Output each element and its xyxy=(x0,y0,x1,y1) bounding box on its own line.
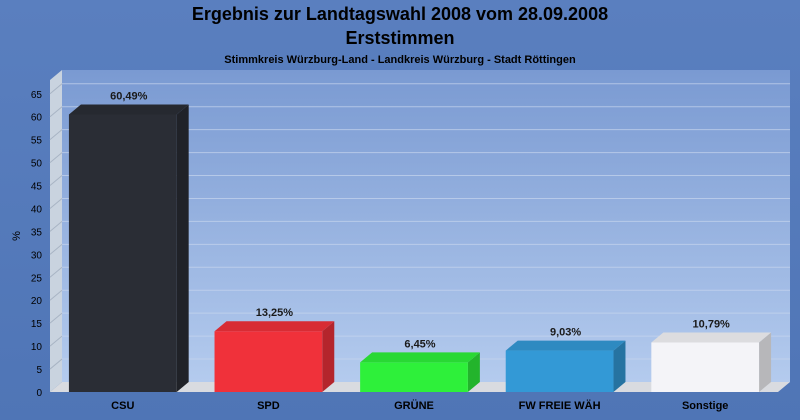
grid-line-depth xyxy=(49,335,63,347)
chart-caption: Stimmkreis Würzburg-Land - Landkreis Wür… xyxy=(224,54,576,66)
y-tick-label: 45 xyxy=(31,182,43,193)
chart-title: Ergebnis zur Landtagswahl 2008 vom 28.09… xyxy=(191,4,609,24)
chart-subtitle: Erststimmen xyxy=(345,28,455,48)
bar-top xyxy=(214,321,335,332)
grid-line-depth xyxy=(49,198,63,209)
grid-line-depth xyxy=(49,175,63,186)
bar-top xyxy=(68,104,189,115)
bar-front xyxy=(651,342,760,392)
bar-side xyxy=(613,340,626,392)
bar-gr-ne: 6,45% xyxy=(360,338,480,392)
y-tick-label: 25 xyxy=(31,273,43,284)
x-axis: CSU SPD GRÜNE FW FREIE WÄH Sonstige xyxy=(111,399,728,412)
grid-line-depth xyxy=(49,83,63,95)
bars: 60,49% 13,25% 6,45% 9,03% 10,79% xyxy=(68,90,772,393)
x-tick-label: GRÜNE xyxy=(394,399,434,412)
bar-top xyxy=(360,352,480,363)
y-axis: 0 5 10 15 20 25 30 35 40 45 50 55 60 65% xyxy=(11,90,42,399)
y-tick-label: 40 xyxy=(31,204,43,215)
y-tick-label: 10 xyxy=(31,342,43,353)
bar-value-label: 9,03% xyxy=(550,327,581,339)
y-tick-label: 5 xyxy=(36,365,42,376)
bar-csu: 60,49% xyxy=(68,90,189,393)
y-axis-label: % xyxy=(11,231,23,241)
bar-sonstige: 10,79% xyxy=(651,318,772,392)
bar-top xyxy=(651,332,772,343)
bar-side xyxy=(176,104,189,393)
bar-front xyxy=(360,362,468,392)
bar-value-label: 13,25% xyxy=(256,307,294,319)
y-tick-label: 65 xyxy=(31,90,43,101)
bar-spd: 13,25% xyxy=(214,307,335,392)
grid-line-depth xyxy=(49,129,63,141)
bar-top xyxy=(505,340,626,351)
grid-line-depth xyxy=(49,312,63,324)
bar-side xyxy=(467,352,480,392)
y-tick-label: 15 xyxy=(31,319,43,330)
left-wall xyxy=(50,70,62,392)
x-tick-label: FW FREIE WÄH xyxy=(519,399,601,412)
x-tick-label: CSU xyxy=(111,400,134,412)
bar-fw-freie-w-h: 9,03% xyxy=(505,327,626,392)
bar-value-label: 6,45% xyxy=(404,338,435,350)
bar-front xyxy=(214,331,323,392)
bar-front xyxy=(68,114,177,393)
y-tick-label: 60 xyxy=(31,113,43,124)
grid-line-depth xyxy=(49,152,63,163)
x-tick-label: SPD xyxy=(257,400,280,412)
grid-line-depth xyxy=(49,106,63,118)
y-tick-label: 30 xyxy=(31,250,43,261)
bar-value-label: 10,79% xyxy=(693,318,731,330)
y-tick-label: 35 xyxy=(31,227,43,238)
y-tick-label: 55 xyxy=(31,136,43,147)
bar-side xyxy=(322,321,335,392)
grid-line-depth xyxy=(49,266,63,278)
y-tick-label: 20 xyxy=(31,296,43,307)
x-tick-label: Sonstige xyxy=(682,400,728,412)
grid-line-depth xyxy=(49,358,63,370)
bar-value-label: 60,49% xyxy=(110,90,148,102)
y-tick-label: 0 xyxy=(36,388,42,399)
y-tick-label: 50 xyxy=(31,159,43,170)
bar-front xyxy=(505,350,614,392)
grid-line-depth xyxy=(49,289,63,301)
grid-line-depth xyxy=(49,243,63,255)
bar-side xyxy=(759,332,772,392)
grid-line-depth xyxy=(49,221,63,232)
